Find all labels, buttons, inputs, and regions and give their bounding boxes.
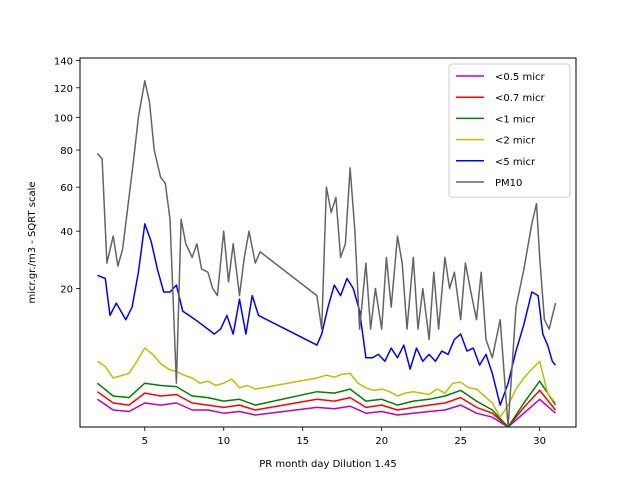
series-line-4 xyxy=(97,223,557,406)
y-tick-label: 60 xyxy=(60,183,73,194)
plot-series xyxy=(96,80,557,427)
x-tick-label: 30 xyxy=(533,436,546,447)
x-tick-label: 10 xyxy=(217,436,230,447)
series-line-3 xyxy=(96,347,557,418)
y-tick-label: 120 xyxy=(54,84,73,95)
y-tick-label: 40 xyxy=(60,227,73,238)
series-line-0 xyxy=(96,398,556,427)
legend-label-4: <5 micr xyxy=(495,157,536,168)
x-axis-label: PR month day Dilution 1.45 xyxy=(259,459,397,470)
x-tick-label: 5 xyxy=(142,436,148,447)
y-axis: 20 40 60 80 100 120 140 xyxy=(54,57,80,296)
x-tick-label: 25 xyxy=(454,436,467,447)
plot-frame xyxy=(79,57,577,428)
legend-label-2: <1 micr xyxy=(495,114,536,125)
x-tick-label: 20 xyxy=(375,436,388,447)
y-tick-label: 100 xyxy=(54,113,73,124)
series-line-5 xyxy=(96,80,557,427)
x-axis: 5 10 15 20 25 30 xyxy=(142,427,546,447)
legend-label-1: <0.7 micr xyxy=(495,93,545,104)
x-tick-label: 15 xyxy=(296,436,309,447)
y-tick-label: 140 xyxy=(54,57,73,68)
y-tick-label: 80 xyxy=(60,146,73,157)
series-line-2 xyxy=(96,380,557,427)
y-tick-label: 20 xyxy=(60,285,73,296)
legend-label-5: PM10 xyxy=(495,178,522,189)
legend-label-3: <2 micr xyxy=(495,136,536,147)
legend: <0.5 micr <0.7 micr <1 micr <2 micr <5 micr P… xyxy=(448,63,571,198)
y-axis-label: micr.gr./m3 - SQRT scale xyxy=(27,181,38,303)
series-line-1 xyxy=(96,389,557,427)
legend-label-0: <0.5 micr xyxy=(495,72,545,83)
